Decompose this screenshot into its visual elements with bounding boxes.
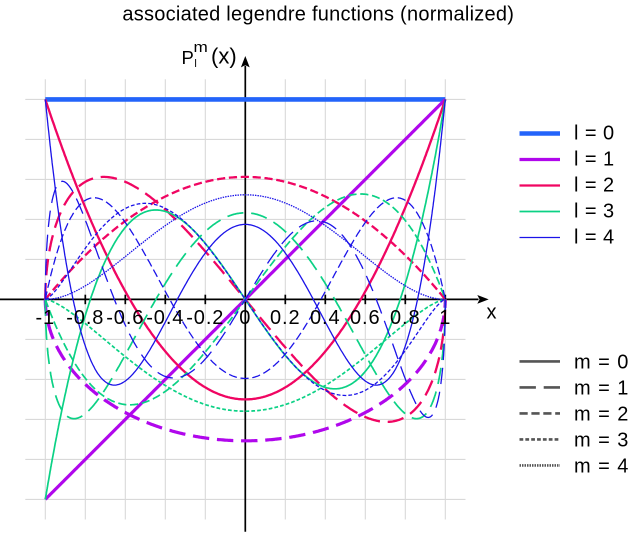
svg-text:0.2: 0.2 — [270, 307, 301, 329]
svg-text:-0.4: -0.4 — [146, 307, 184, 329]
svg-text:l = 2: l = 2 — [574, 175, 615, 197]
svg-text:x: x — [487, 302, 497, 324]
svg-text:m = 2: m = 2 — [574, 403, 629, 425]
svg-text:(x): (x) — [211, 44, 237, 69]
svg-text:associated legendre functions: associated legendre functions (normalize… — [122, 3, 514, 25]
svg-text:1: 1 — [439, 307, 451, 329]
svg-text:-0.6: -0.6 — [106, 307, 144, 329]
svg-text:l = 3: l = 3 — [574, 201, 615, 223]
svg-text:m = 4: m = 4 — [574, 455, 629, 477]
svg-text:m = 1: m = 1 — [574, 377, 629, 399]
svg-text:-1: -1 — [36, 307, 56, 329]
svg-text:m = 0: m = 0 — [574, 351, 629, 373]
svg-text:0.8: 0.8 — [390, 307, 421, 329]
svg-text:0.6: 0.6 — [350, 307, 381, 329]
svg-text:-0.2: -0.2 — [186, 307, 224, 329]
svg-text:P: P — [182, 47, 194, 68]
svg-text:0.4: 0.4 — [310, 307, 341, 329]
svg-text:l = 0: l = 0 — [574, 123, 615, 145]
svg-text:l = 4: l = 4 — [574, 227, 615, 249]
svg-text:l = 1: l = 1 — [574, 149, 615, 171]
svg-text:m = 3: m = 3 — [574, 429, 629, 451]
svg-text:0: 0 — [239, 307, 251, 329]
svg-text:-0.8: -0.8 — [66, 307, 104, 329]
svg-text:m: m — [194, 40, 208, 56]
svg-text:l: l — [194, 58, 196, 70]
